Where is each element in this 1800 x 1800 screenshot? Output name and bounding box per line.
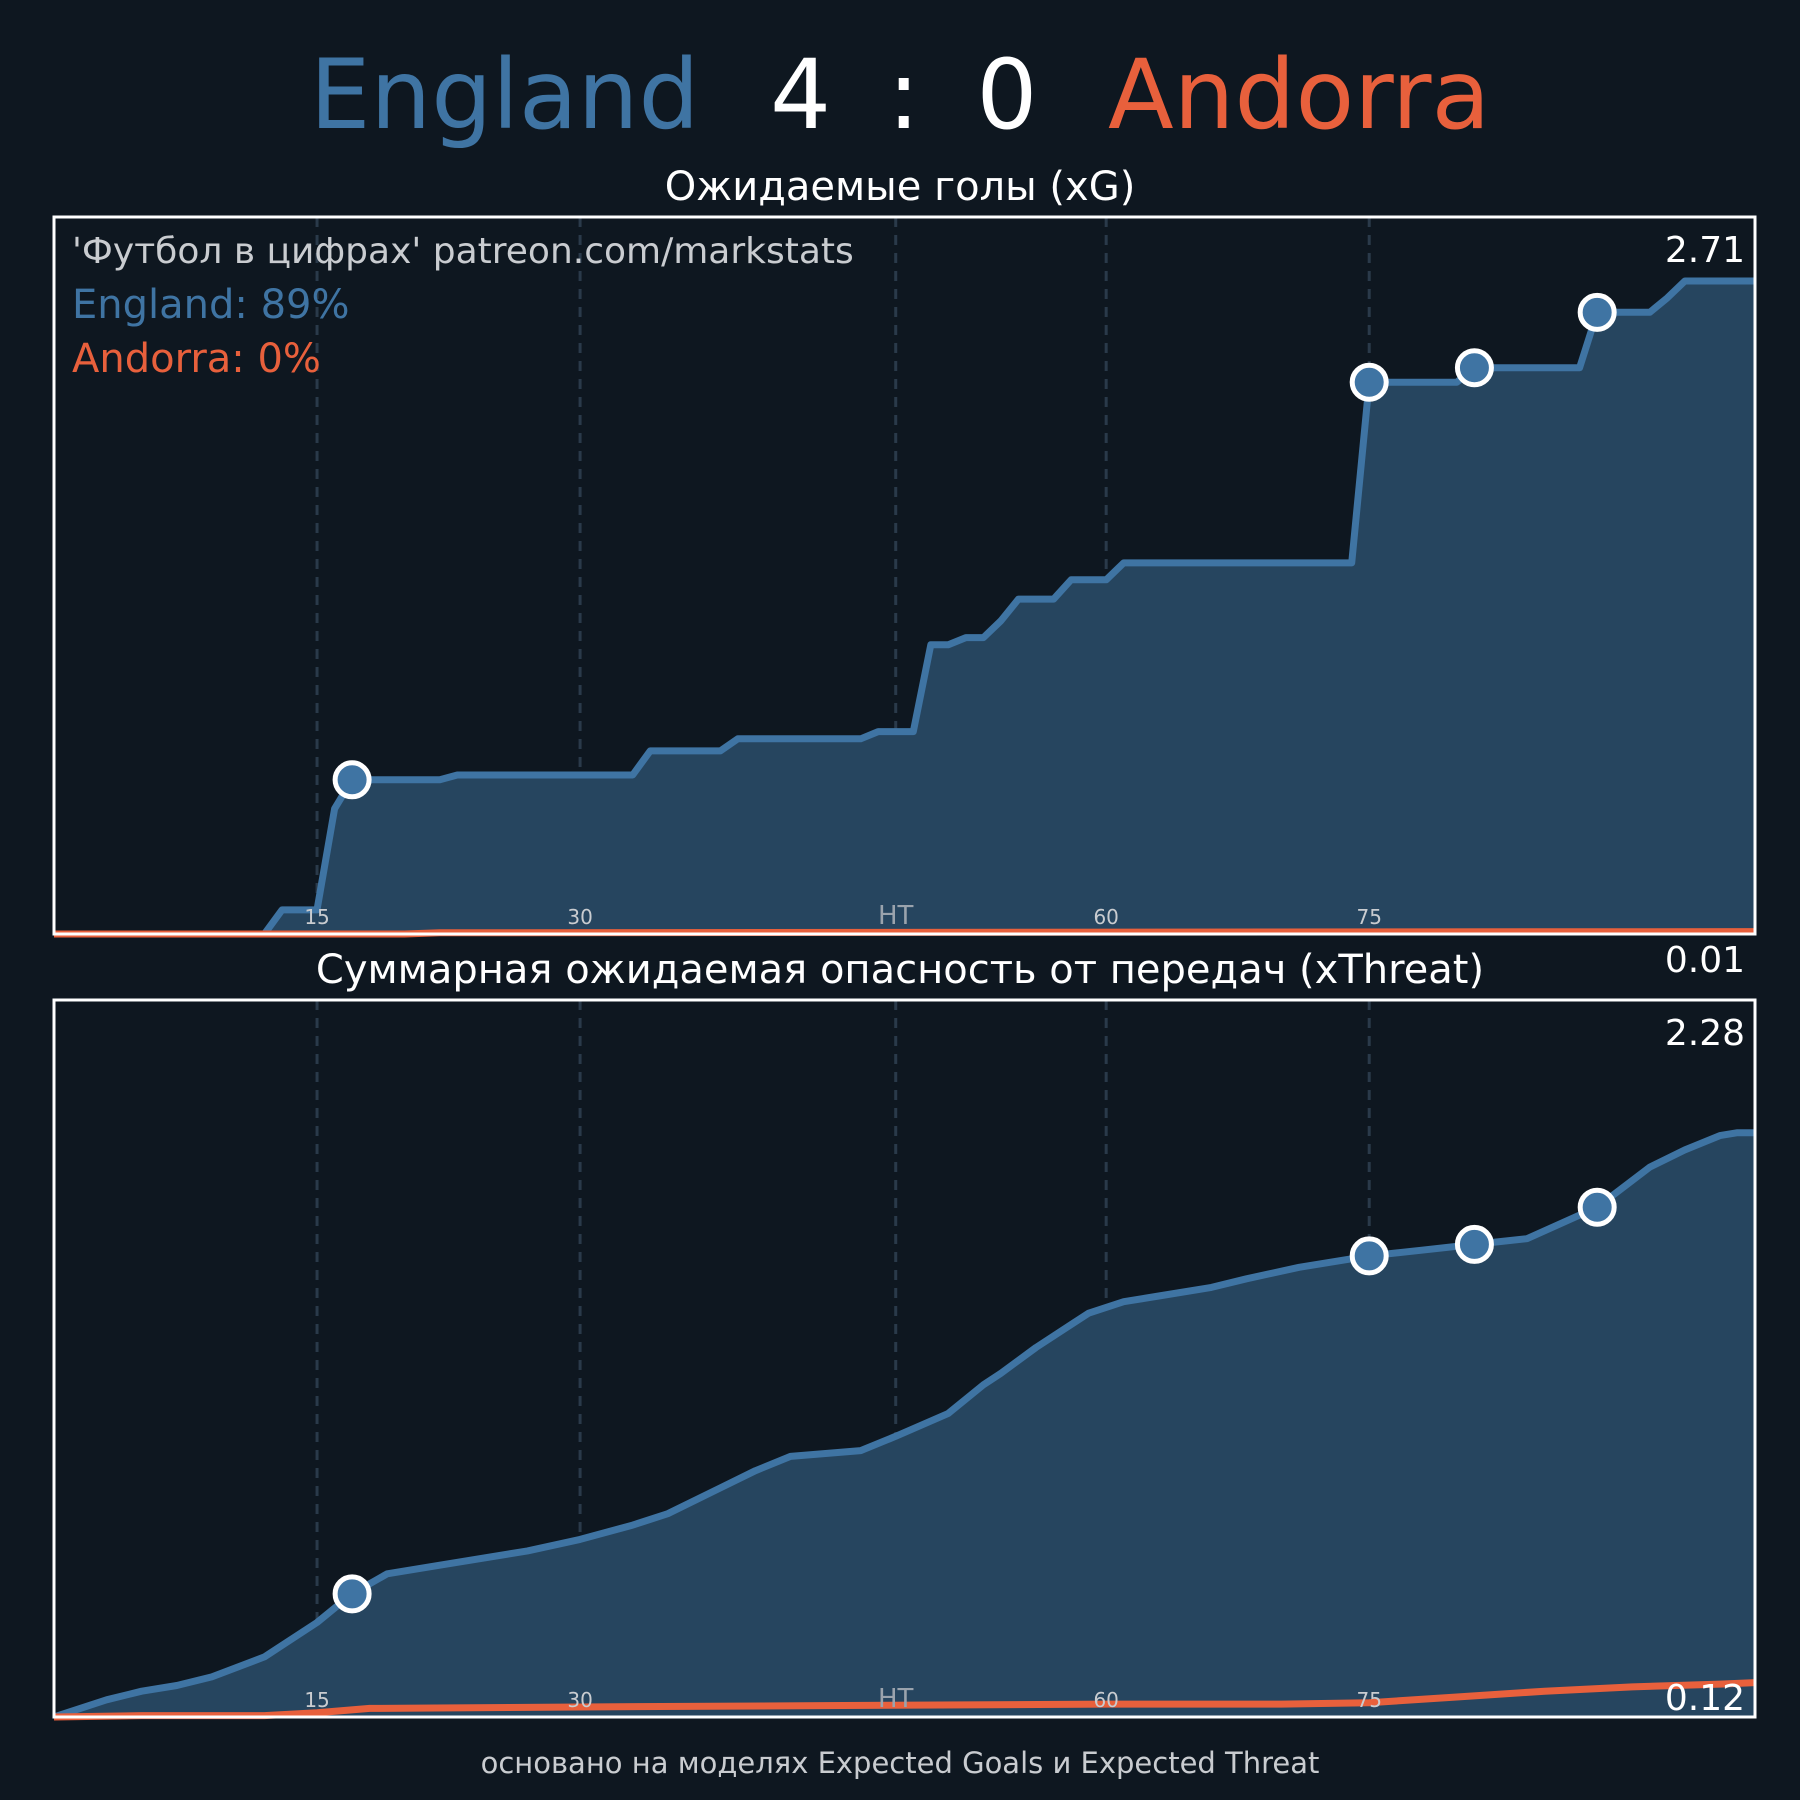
- xthreat-chart: 15 30 HT 60 75 2.28 0.12: [52, 998, 1757, 1721]
- xg-panel-title: Ожидаемые голы (xG): [665, 164, 1136, 210]
- goal-marker-0: [332, 1574, 372, 1614]
- x-tick-label-4: 75: [1356, 905, 1381, 929]
- x-tick-label-4: 75: [1356, 1688, 1381, 1712]
- goal-marker-2: [1454, 348, 1494, 388]
- credit-text: 'Футбол в цифрах' patreon.com/markstats: [72, 231, 854, 272]
- x-tick-label-0: 15: [304, 1688, 329, 1712]
- home-team-name: England: [310, 39, 700, 151]
- home-score: 4: [770, 39, 831, 151]
- xthreat-panel-title: Суммарная ожидаемая опасность от передач…: [316, 947, 1484, 993]
- x-tick-label-2: HT: [878, 901, 914, 931]
- x-tick-label-3: 60: [1093, 905, 1118, 929]
- series-line-england: [54, 277, 1755, 938]
- x-tick-label-0: 15: [304, 905, 329, 929]
- x-tick-label-1: 30: [567, 905, 592, 929]
- match-score-header: England 4 : 0 Andorra: [310, 39, 1491, 151]
- goal-marker-1: [1349, 362, 1389, 402]
- home-win-probability: England: 89%: [72, 282, 349, 328]
- away-final-value-label: 0.12: [1665, 1678, 1745, 1719]
- goal-marker-3: [1577, 292, 1617, 332]
- series-line-andorra: [53, 1679, 1756, 1721]
- away-final-value-label: 0.01: [1665, 940, 1745, 981]
- series-area-england: [54, 281, 1755, 934]
- away-win-probability: Andorra: 0%: [72, 336, 321, 382]
- x-tick-label-2: HT: [878, 1684, 914, 1714]
- plot-frame: [52, 998, 1757, 1719]
- series-area-england: [54, 1132, 1755, 1717]
- goal-marker-2: [1454, 1224, 1494, 1264]
- x-tick-label-1: 30: [567, 1688, 592, 1712]
- plot-frame: [52, 215, 1757, 936]
- score-separator: :: [888, 39, 920, 151]
- away-team-name: Andorra: [1108, 39, 1490, 151]
- away-score: 0: [976, 39, 1037, 151]
- goal-marker-1: [1349, 1236, 1389, 1276]
- home-final-value-label: 2.28: [1665, 1013, 1745, 1054]
- x-tick-label-3: 60: [1093, 1688, 1118, 1712]
- goal-marker-3: [1577, 1187, 1617, 1227]
- home-final-value-label: 2.71: [1665, 230, 1745, 271]
- footer-note: основано на моделях Expected Goals и Exp…: [481, 1746, 1320, 1780]
- xg-chart: 15 30 HT 60 75 2.71 0.01: [52, 215, 1757, 981]
- goal-marker-0: [332, 760, 372, 800]
